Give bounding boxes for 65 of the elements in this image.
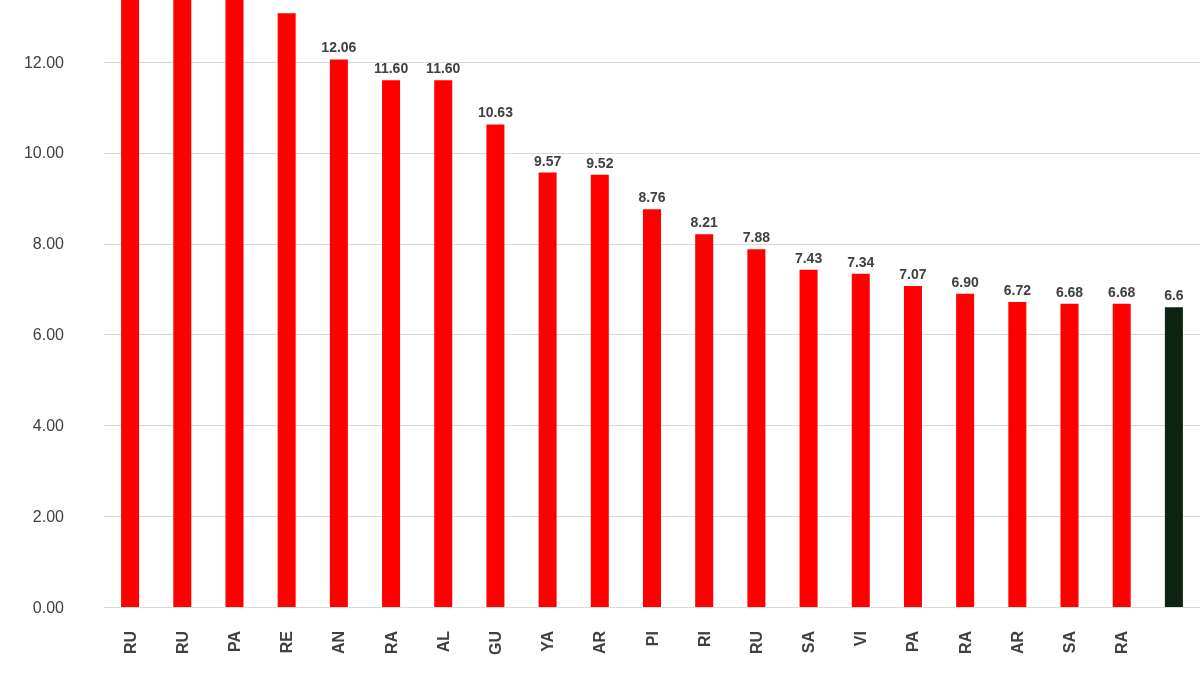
x-tick-label: RU (747, 631, 765, 655)
data-label: 6.72 (1003, 281, 1032, 298)
x-tick-label: VI (852, 631, 870, 647)
bar (538, 172, 557, 607)
x-tick-label: AR (1008, 630, 1026, 655)
bar (173, 0, 192, 607)
data-label: 9.57 (533, 152, 562, 169)
data-label: 6.6 (1164, 287, 1184, 304)
data-label: 6.68 (1055, 283, 1084, 300)
y-tick-label: 12.00 (23, 53, 65, 71)
y-tick-label: 6.00 (32, 326, 65, 344)
y-tick-label: 2.00 (32, 507, 65, 525)
x-tick-label: YA (539, 630, 557, 652)
bar (851, 273, 870, 607)
data-label: 11.60 (426, 60, 461, 77)
data-label: 6.68 (1108, 283, 1136, 300)
data-label: 7.88 (742, 229, 771, 246)
bar (486, 124, 505, 607)
bar (1060, 303, 1079, 607)
y-tick-label: 10.00 (23, 144, 65, 162)
data-label: 10.63 (477, 104, 514, 121)
bar (382, 80, 401, 607)
bar (695, 234, 714, 607)
data-label: 6.90 (951, 273, 979, 290)
x-tick-label: GU (486, 631, 504, 655)
data-label: 7.43 (794, 249, 823, 266)
x-tick-label: AL (434, 630, 452, 653)
bar (225, 0, 244, 607)
bar (1112, 303, 1131, 607)
bar (799, 269, 818, 607)
bar (277, 13, 296, 607)
bar (590, 174, 609, 607)
bar (643, 209, 661, 607)
data-label: 8.76 (638, 189, 666, 206)
bar (329, 59, 348, 607)
data-label: 11.60 (373, 60, 409, 77)
x-tick-label: RU (173, 631, 191, 655)
x-tick-label: PA (904, 630, 922, 653)
x-tick-label: RE (278, 630, 296, 654)
bar (956, 293, 975, 607)
y-tick-label: 0.00 (32, 598, 65, 616)
data-label: 9.52 (586, 154, 614, 171)
bar (1164, 307, 1183, 607)
data-label: 12.06 (321, 39, 357, 56)
x-tick-label: SA (1061, 630, 1079, 654)
bar (747, 249, 766, 607)
x-tick-label: RI (695, 631, 713, 647)
x-tick-label: RA (956, 630, 974, 655)
x-tick-label: SA (800, 630, 818, 654)
data-label: 7.34 (847, 253, 875, 270)
x-tick-label: RA (382, 630, 400, 655)
x-tick-label: PI (643, 631, 661, 647)
data-label: 7.07 (899, 266, 927, 283)
bar (903, 286, 922, 607)
y-tick-label: 4.00 (32, 416, 65, 434)
x-tick-label: AR (591, 630, 609, 655)
x-tick-label: RU (121, 631, 139, 655)
y-tick-label: 8.00 (32, 235, 65, 253)
data-label: 8.21 (690, 214, 719, 231)
x-tick-label: RA (1113, 630, 1131, 655)
bar (1008, 301, 1027, 607)
x-tick-label: PA (225, 630, 243, 653)
x-tick-label: AN (330, 631, 348, 655)
bar (121, 0, 140, 607)
bar (434, 80, 453, 607)
